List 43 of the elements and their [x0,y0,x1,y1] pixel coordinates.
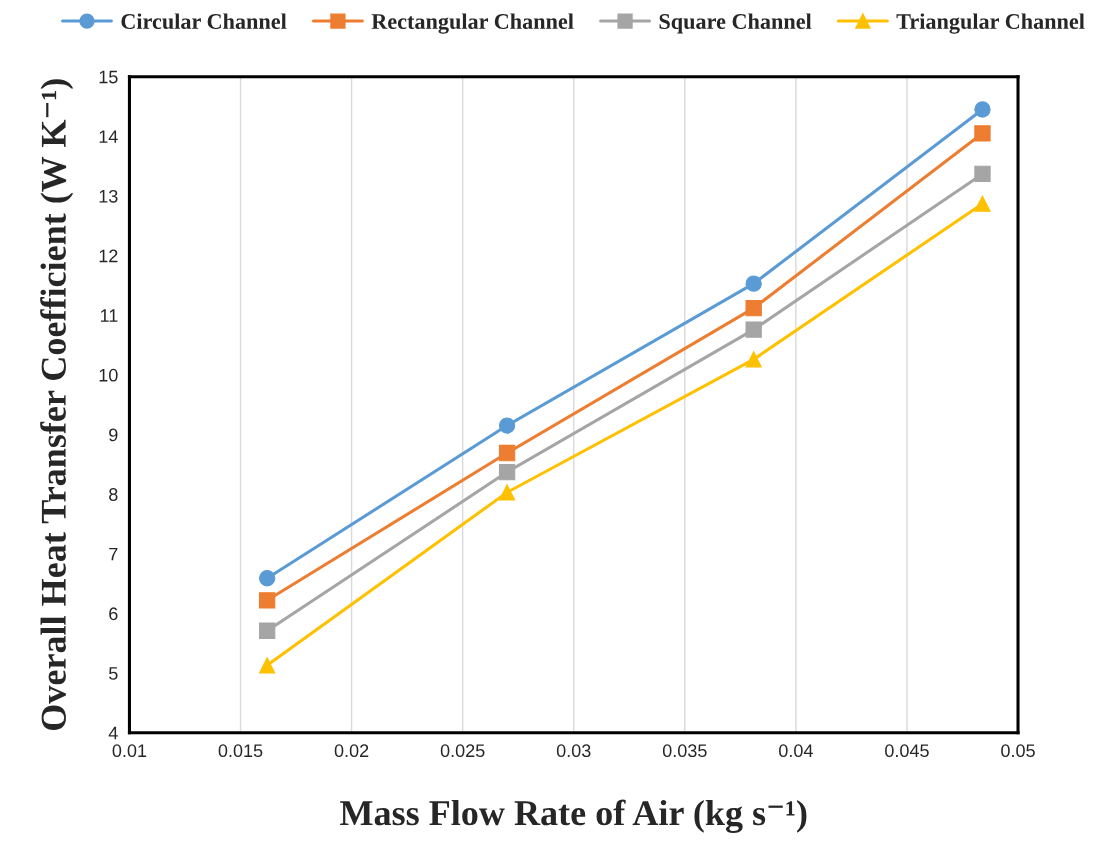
point [498,463,516,481]
point [498,484,516,501]
point [745,321,762,338]
x-tick-label: 0.04 [779,744,813,758]
x-tick-label: 0.05 [1001,744,1035,758]
y-tick-label: 15 [99,70,118,84]
point [259,570,276,587]
y-tick-label: 6 [109,607,118,621]
y-tick-label: 8 [109,488,118,501]
point [745,351,762,368]
point [974,125,991,142]
x-axis-title: Mass Flow Rate of Air (kg s⁻¹) [340,799,807,833]
legend-label: Square Channel [659,13,812,34]
x-tick-label: 0.015 [218,744,263,758]
legend-label: Circular Channel [121,13,287,30]
x-tick-label: 0.025 [440,744,485,758]
point [974,165,991,183]
point [498,417,516,434]
x-tick-label: 0.035 [662,744,707,758]
y-tick-label: 7 [109,547,118,561]
y-tick-label: 13 [99,189,118,203]
point [498,444,516,462]
x-tick-label: 0.045 [885,744,929,758]
point [745,299,762,317]
legend-label: Triangular Channel [896,13,1085,34]
y-tick-label: 10 [99,368,118,382]
y-tick-label: 14 [99,130,118,143]
y-tick-label: 4 [108,726,118,740]
legend-label: Rectangular Channel [371,13,574,34]
point [259,622,276,639]
y-tick-label: 5 [109,667,118,680]
x-tick-label: 0.03 [556,744,591,758]
point [259,592,276,609]
y-tick-label: 9 [109,428,118,442]
point [745,275,762,292]
y-tick-label: 11 [100,309,118,322]
point [259,657,276,674]
y-tick-label: 12 [99,249,118,263]
point [974,101,991,118]
x-tick-label: 0.02 [334,744,369,758]
y-axis-title: Overall Heat Transfer Coefficient (W K⁻¹) [40,79,74,730]
point [974,195,991,212]
x-tick-label: 0.01 [112,744,147,758]
